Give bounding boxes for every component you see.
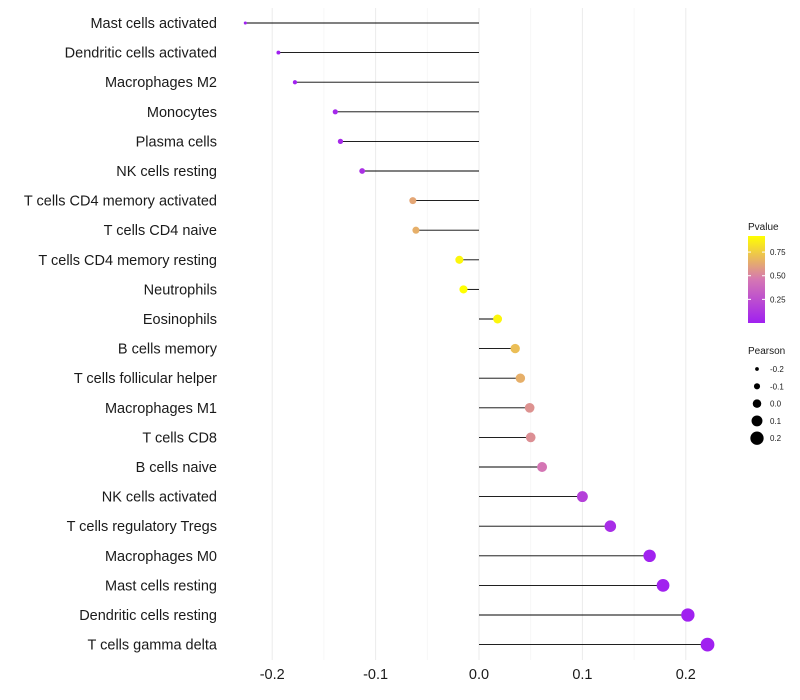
data-point bbox=[681, 608, 695, 622]
pvalue-colorbar bbox=[748, 236, 765, 323]
x-tick-label: -0.1 bbox=[363, 667, 388, 683]
data-point bbox=[359, 168, 366, 174]
data-point bbox=[524, 402, 535, 413]
y-tick-label: Dendritic cells activated bbox=[65, 46, 217, 62]
y-tick-label: T cells CD4 memory activated bbox=[24, 194, 217, 210]
x-tick-label: 0.0 bbox=[469, 667, 489, 683]
data-point bbox=[604, 520, 617, 532]
size-key bbox=[751, 415, 763, 427]
x-tick-label: 0.2 bbox=[676, 667, 696, 683]
colorbar-tick-label: 0.75 bbox=[770, 248, 786, 257]
y-tick-label: Eosinophils bbox=[143, 312, 217, 328]
y-tick-label: T cells follicular helper bbox=[74, 371, 217, 387]
data-point bbox=[292, 80, 298, 85]
size-key-label: -0.2 bbox=[770, 365, 784, 374]
colorbar-tick-label: 0.50 bbox=[770, 272, 786, 281]
y-tick-label: Dendritic cells resting bbox=[79, 608, 217, 624]
data-point bbox=[459, 285, 468, 294]
y-tick-label: NK cells resting bbox=[116, 164, 217, 180]
y-tick-label: Mast cells resting bbox=[105, 578, 217, 594]
x-axis-labels: -0.2 -0.1 0.0 0.1 0.2 bbox=[260, 667, 696, 683]
data-point bbox=[337, 138, 344, 145]
y-tick-label: T cells regulatory Tregs bbox=[67, 519, 217, 535]
data-point bbox=[656, 579, 670, 592]
points bbox=[243, 21, 715, 652]
data-point bbox=[537, 462, 548, 472]
y-tick-label: Macrophages M0 bbox=[105, 549, 217, 565]
data-point bbox=[276, 50, 281, 55]
y-tick-label: Macrophages M2 bbox=[105, 75, 217, 91]
size-key bbox=[753, 383, 761, 390]
size-key-label: -0.1 bbox=[770, 382, 784, 391]
data-point bbox=[412, 226, 420, 234]
pearson-legend-title: Pearson bbox=[748, 346, 785, 357]
data-point bbox=[455, 255, 464, 264]
colorbar-tick-label: 0.25 bbox=[770, 295, 786, 304]
y-tick-label: B cells memory bbox=[118, 342, 218, 358]
y-tick-label: T cells CD8 bbox=[142, 430, 217, 446]
y-tick-label: T cells CD4 memory resting bbox=[38, 253, 217, 269]
size-key bbox=[755, 367, 759, 371]
size-key-label: 0.0 bbox=[770, 400, 782, 409]
y-tick-label: Plasma cells bbox=[136, 134, 217, 150]
y-tick-label: NK cells activated bbox=[102, 490, 217, 506]
pvalue-legend: Pvalue 0.25 0.50 0.75 bbox=[748, 222, 786, 323]
y-tick-label: Macrophages M1 bbox=[105, 401, 217, 417]
y-tick-label: Neutrophils bbox=[144, 282, 217, 298]
data-point bbox=[643, 549, 656, 563]
y-tick-label: Mast cells activated bbox=[90, 16, 217, 32]
data-point bbox=[243, 21, 247, 25]
y-tick-label: B cells naive bbox=[136, 460, 217, 476]
pearson-legend: Pearson -0.2 -0.1 0.0 0.1 0.2 bbox=[748, 346, 785, 445]
data-point bbox=[510, 343, 520, 354]
y-tick-label: Monocytes bbox=[147, 105, 217, 121]
x-tick-label: 0.1 bbox=[572, 667, 592, 683]
data-point bbox=[332, 109, 338, 115]
size-key bbox=[752, 399, 762, 408]
grid-lines bbox=[271, 8, 687, 660]
data-point bbox=[515, 373, 526, 383]
y-tick-label: T cells gamma delta bbox=[88, 638, 218, 654]
stems bbox=[245, 22, 708, 646]
size-key-label: 0.1 bbox=[770, 417, 782, 426]
x-tick-label: -0.2 bbox=[260, 667, 285, 683]
data-point bbox=[525, 432, 536, 443]
data-point bbox=[493, 314, 503, 324]
pvalue-legend-title: Pvalue bbox=[748, 222, 779, 233]
data-point bbox=[576, 491, 588, 503]
size-key bbox=[750, 431, 764, 445]
y-tick-label: T cells CD4 naive bbox=[104, 223, 217, 239]
y-axis-labels: Mast cells activated Dendritic cells acti… bbox=[24, 16, 218, 654]
size-key-label: 0.2 bbox=[770, 434, 782, 443]
data-point bbox=[700, 637, 715, 652]
data-point bbox=[409, 197, 417, 205]
